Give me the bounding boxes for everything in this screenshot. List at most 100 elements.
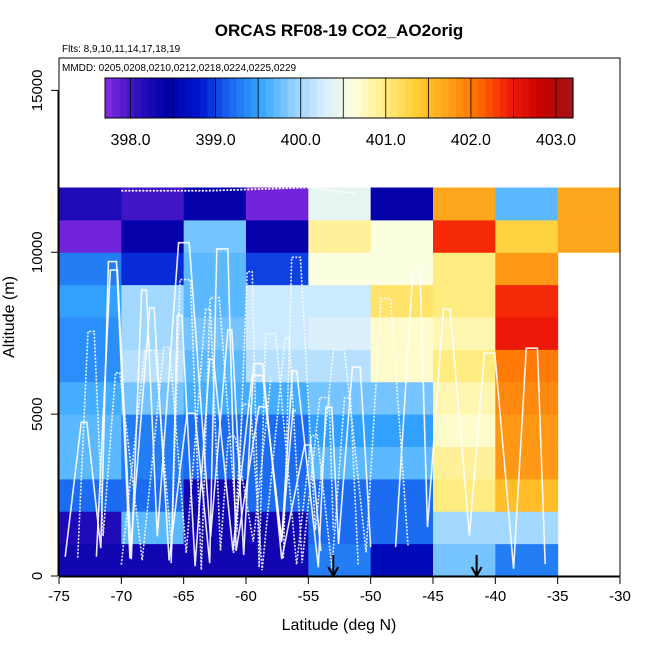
- heatmap-cell: [557, 219, 620, 253]
- colorbar-segment: [112, 78, 121, 118]
- x-tick-label: -30: [609, 588, 631, 605]
- colorbar: 398.0 399.0 400.0 401.0 402.0 403.0: [104, 77, 576, 149]
- colorbar-segment: [287, 78, 296, 118]
- heatmap-cell: [433, 414, 496, 447]
- heatmap-cell: [370, 511, 434, 545]
- flight-track: [121, 186, 359, 195]
- heatmap-cell: [308, 187, 372, 221]
- x-axis: -75 -70 -65 -60 -55 -50 -45 -40 -35 -30: [48, 576, 631, 605]
- heatmap-cell: [246, 187, 309, 221]
- colorbar-segment: [185, 78, 194, 118]
- colorbar-segment: [178, 78, 187, 118]
- heatmap-cell: [370, 252, 434, 286]
- heatmap-cell: [183, 219, 247, 253]
- heatmap-cell: [183, 252, 247, 286]
- y-tick-label: 15000: [29, 70, 46, 112]
- heatmap-cell: [433, 511, 496, 545]
- colorbar-segment: [265, 78, 274, 118]
- y-tick-label: 5000: [29, 397, 46, 430]
- colorbar-segment: [543, 78, 552, 118]
- heatmap-cell: [495, 219, 559, 253]
- colorbar-segment: [507, 78, 516, 118]
- heatmap-cell: [433, 252, 496, 286]
- heatmap-cell: [370, 219, 434, 253]
- flight-track: [95, 241, 322, 560]
- colorbar-segment: [163, 78, 172, 118]
- heatmap-cell: [495, 349, 559, 383]
- colorbar-segment: [551, 78, 559, 118]
- heatmap-cell: [370, 543, 434, 576]
- flight-track: [120, 270, 359, 571]
- flight-track: [394, 271, 546, 569]
- heatmap-cell: [433, 381, 496, 415]
- colorbar-segment: [448, 78, 457, 118]
- x-tick-label: -35: [547, 588, 569, 605]
- chart-title: ORCAS RF08-19 CO2_AO2orig: [215, 21, 463, 40]
- heatmap-cell: [370, 187, 434, 221]
- colorbar-segment: [404, 78, 413, 118]
- heatmap-cell: [433, 543, 496, 576]
- colorbar-segment: [470, 78, 479, 118]
- colorbar-segment: [382, 78, 391, 118]
- heatmap-cell: [495, 543, 559, 576]
- heatmap-cell: [59, 187, 122, 221]
- heatmap-cell: [246, 284, 309, 318]
- heatmap-cell: [308, 284, 372, 318]
- colorbar-segment: [119, 78, 128, 118]
- colorbar-segment: [309, 78, 318, 118]
- colorbar-segment: [331, 78, 340, 118]
- colorbar-segment: [295, 78, 304, 118]
- x-tick-label: -45: [422, 588, 444, 605]
- heatmap-cell: [121, 252, 185, 286]
- x-tick-label: -60: [235, 588, 257, 605]
- y-axis-label: Altitude (m): [1, 276, 18, 358]
- colorbar-segment: [222, 78, 230, 118]
- colorbar-segment: [302, 78, 311, 118]
- heatmap-cell: [495, 187, 559, 221]
- colorbar-tick-label: 401.0: [366, 132, 406, 149]
- heatmap-cell: [121, 317, 185, 350]
- colorbar-segment: [170, 78, 179, 118]
- colorbar-segment: [499, 78, 508, 118]
- flight-track: [170, 314, 372, 568]
- colorbar-segment: [456, 78, 464, 118]
- colorbar-segment: [353, 78, 362, 118]
- heatmap-cell: [59, 543, 122, 576]
- colorbar-segment: [426, 78, 435, 118]
- colorbar-segment: [273, 78, 282, 118]
- heatmap-cell: [183, 187, 247, 221]
- colorbar-segment: [397, 78, 406, 118]
- colorbar-segment: [536, 78, 545, 118]
- heatmap-cell: [370, 478, 434, 512]
- heatmap-cell: [246, 543, 309, 576]
- heatmap-cell: [433, 219, 496, 253]
- heatmap-cell: [246, 252, 309, 286]
- heatmap-cell: [59, 381, 122, 415]
- x-tick-label: -75: [48, 588, 70, 605]
- heatmap-cell: [495, 511, 559, 545]
- colorbar-segment: [192, 78, 201, 118]
- heatmap-cell: [495, 414, 559, 447]
- heatmap-cell: [121, 349, 185, 383]
- colorbar-segment: [258, 78, 267, 118]
- colorbar-segment: [390, 78, 399, 118]
- marker-arrow-head: [470, 566, 483, 579]
- heatmap-cell: [183, 381, 247, 415]
- flights-label: Flts: 8,9,10,11,14,17,18,19: [62, 44, 181, 55]
- heatmap-cell: [433, 349, 496, 383]
- colorbar-segment: [214, 78, 223, 118]
- flight-track: [232, 337, 335, 571]
- heatmap-cell: [557, 187, 620, 221]
- heatmap-cell: [308, 252, 372, 286]
- x-tick-label: -50: [360, 588, 382, 605]
- heatmap-cell: [121, 219, 185, 253]
- heatmap-cell: [308, 349, 372, 383]
- colorbar-segment: [200, 78, 208, 118]
- heatmap-cell: [59, 478, 122, 512]
- heatmap-cell: [370, 349, 434, 383]
- plot-frame: [58, 57, 621, 577]
- y-axis: 0 5000 10000 15000: [29, 70, 59, 580]
- colorbar-segment: [368, 78, 377, 118]
- x-tick-label: -70: [110, 588, 132, 605]
